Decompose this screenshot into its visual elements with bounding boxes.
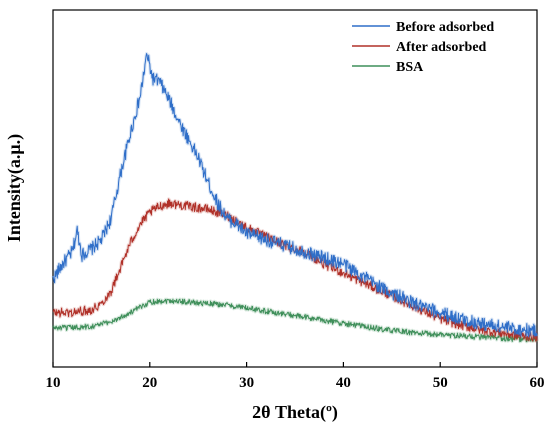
x-tick-label: 40 [336,375,351,391]
x-tick-label: 50 [433,375,448,391]
x-axis-ticks: 10 20 30 40 50 60 [46,362,545,391]
series-layer [51,51,539,344]
series-line [52,298,538,343]
y-axis-title: Intensity(a.μ.) [4,134,25,242]
series-before-adsorbed [51,51,539,339]
legend-label: BSA [396,60,424,75]
series-line [52,53,538,338]
x-axis-title: 2θ Theta(º) [252,402,338,423]
plot-area-frame [52,9,538,368]
series-bsa [51,297,539,344]
series-halo [51,51,539,339]
x-tick-label: 30 [239,375,254,391]
legend-label: Before adsorbed [396,20,494,35]
x-tick-label: 60 [530,375,545,391]
legend-label: After adsorbed [396,40,487,55]
legend: Before adsorbed After adsorbed BSA [352,20,494,75]
x-tick-label: 10 [46,375,61,391]
x-tick-label: 20 [142,375,157,391]
